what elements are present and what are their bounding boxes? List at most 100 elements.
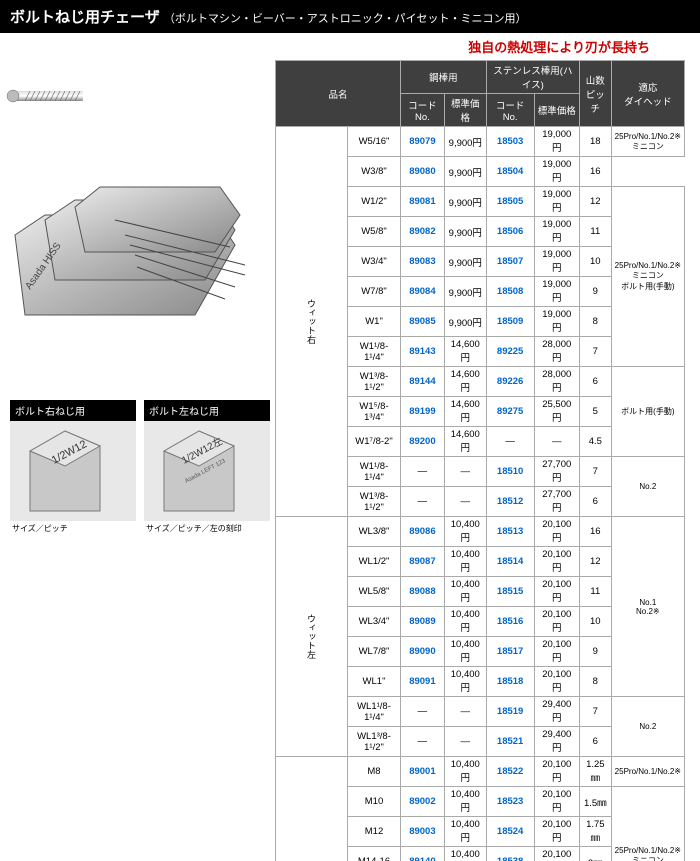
subheading: 独自の熱処理により刃が長持ち bbox=[0, 33, 660, 60]
diehead-cell: 25Pro/No.1/No.2※ ミニコン ボルト用(手動) bbox=[611, 787, 684, 861]
pitch-cell: 7 bbox=[579, 697, 611, 727]
price1-cell: 14,600円 bbox=[444, 367, 486, 397]
pitch-cell: 1.5㎜ bbox=[579, 787, 611, 817]
price1-cell: — bbox=[444, 727, 486, 757]
code2-cell: 18538 bbox=[486, 847, 534, 861]
name-cell: WL1/2" bbox=[348, 547, 401, 577]
th-steel: 鋼棒用 bbox=[401, 61, 487, 94]
name-cell: M10 bbox=[348, 787, 401, 817]
code1-cell: 89083 bbox=[401, 247, 445, 277]
price2-cell: 28,000円 bbox=[534, 337, 579, 367]
name-cell: M12 bbox=[348, 817, 401, 847]
header-title: ボルトねじ用チェーザ bbox=[10, 9, 160, 26]
pitch-cell: 6 bbox=[579, 727, 611, 757]
diehead-cell: ボルト用(手動) bbox=[611, 367, 684, 457]
name-cell: WL5/8" bbox=[348, 577, 401, 607]
price2-cell: 19,000円 bbox=[534, 307, 579, 337]
price2-cell: 29,400円 bbox=[534, 727, 579, 757]
pitch-cell: 9 bbox=[579, 277, 611, 307]
price1-cell: 10,400円 bbox=[444, 607, 486, 637]
pitch-cell: 11 bbox=[579, 217, 611, 247]
pitch-cell: 12 bbox=[579, 547, 611, 577]
pitch-cell: 4.5 bbox=[579, 427, 611, 457]
card-right-cap: ボルト右ねじ用 bbox=[10, 400, 136, 421]
price2-cell: 25,500円 bbox=[534, 397, 579, 427]
bottom-card-right: ボルト右ねじ用 1/2W12 サイズ／ピッチ bbox=[10, 400, 136, 536]
price2-cell: 19,000円 bbox=[534, 217, 579, 247]
code1-cell: 89003 bbox=[401, 817, 445, 847]
price2-cell: 20,100円 bbox=[534, 817, 579, 847]
price2-cell: 28,000円 bbox=[534, 367, 579, 397]
screw-image bbox=[5, 65, 85, 125]
code2-cell: 18509 bbox=[486, 307, 534, 337]
price2-cell: 19,000円 bbox=[534, 277, 579, 307]
code2-cell: 18518 bbox=[486, 667, 534, 697]
code2-cell: 18505 bbox=[486, 187, 534, 217]
table-row: ウィット左WL3/8"8908610,400円1851320,100円16No.… bbox=[276, 517, 685, 547]
price2-cell: 20,100円 bbox=[534, 517, 579, 547]
price2-cell: 20,100円 bbox=[534, 757, 579, 787]
code1-cell: — bbox=[401, 457, 445, 487]
card-right-img: 1/2W12 bbox=[10, 421, 136, 521]
price2-cell: 19,000円 bbox=[534, 187, 579, 217]
category-cell: ウィット右 bbox=[276, 127, 348, 517]
price1-cell: 10,400円 bbox=[444, 847, 486, 861]
price1-cell: 10,400円 bbox=[444, 817, 486, 847]
card-right-lbl: サイズ／ピッチ bbox=[10, 521, 136, 536]
price1-cell: — bbox=[444, 697, 486, 727]
code1-cell: 89200 bbox=[401, 427, 445, 457]
code2-cell: 18510 bbox=[486, 457, 534, 487]
page-header: ボルトねじ用チェーザ （ボルトマシン・ビーバー・アストロニック・パイセット・ミニ… bbox=[0, 0, 700, 33]
name-cell: W1¹/8-1¹/4" bbox=[348, 457, 401, 487]
diehead-cell: No.2 bbox=[611, 697, 684, 757]
table-wrap: 品名 鋼棒用 ステンレス棒用(ハイス) 山数 ピッチ 適応 ダイヘッド コードN… bbox=[275, 60, 685, 861]
price2-cell: 20,100円 bbox=[534, 637, 579, 667]
name-cell: W1¹/8-1¹/4" bbox=[348, 337, 401, 367]
price2-cell: 27,700円 bbox=[534, 457, 579, 487]
name-cell: W1⁵/8-1³/4" bbox=[348, 397, 401, 427]
pitch-cell: 10 bbox=[579, 607, 611, 637]
table-row: ウィット右W5/16"890799,900円1850319,000円1825Pr… bbox=[276, 127, 685, 157]
price2-cell: 27,700円 bbox=[534, 487, 579, 517]
pitch-cell: 10 bbox=[579, 247, 611, 277]
price1-cell: 14,600円 bbox=[444, 427, 486, 457]
code1-cell: — bbox=[401, 487, 445, 517]
code2-cell: 18521 bbox=[486, 727, 534, 757]
code1-cell: 89002 bbox=[401, 787, 445, 817]
price2-cell: 20,100円 bbox=[534, 547, 579, 577]
code2-cell: 18519 bbox=[486, 697, 534, 727]
category-cell: メートル右 bbox=[276, 757, 348, 861]
code1-cell: 89090 bbox=[401, 637, 445, 667]
pitch-cell: 1.75㎜ bbox=[579, 817, 611, 847]
bottom-images: ボルト右ねじ用 1/2W12 サイズ／ピッチ ボルト左ねじ用 1/2W12左As… bbox=[5, 400, 270, 536]
price1-cell: — bbox=[444, 457, 486, 487]
name-cell: W1" bbox=[348, 307, 401, 337]
name-cell: M14-16 bbox=[348, 847, 401, 861]
price2-cell: 19,000円 bbox=[534, 247, 579, 277]
name-cell: WL7/8" bbox=[348, 637, 401, 667]
th-code1: コードNo. bbox=[401, 94, 445, 127]
price1-cell: 9,900円 bbox=[444, 307, 486, 337]
price2-cell: 20,100円 bbox=[534, 787, 579, 817]
pitch-cell: 12 bbox=[579, 187, 611, 217]
code1-cell: 89084 bbox=[401, 277, 445, 307]
name-cell: W3/8" bbox=[348, 157, 401, 187]
pitch-cell: 7 bbox=[579, 457, 611, 487]
name-cell: WL1³/8-1¹/2" bbox=[348, 727, 401, 757]
price1-cell: 9,900円 bbox=[444, 277, 486, 307]
name-cell: WL1¹/8-1¹/4" bbox=[348, 697, 401, 727]
code2-cell: 18507 bbox=[486, 247, 534, 277]
pitch-cell: 8 bbox=[579, 667, 611, 697]
price1-cell: 10,400円 bbox=[444, 787, 486, 817]
code1-cell: 89088 bbox=[401, 577, 445, 607]
price1-cell: 10,400円 bbox=[444, 637, 486, 667]
code2-cell: 18513 bbox=[486, 517, 534, 547]
code2-cell: 18524 bbox=[486, 817, 534, 847]
th-name: 品名 bbox=[276, 61, 401, 127]
name-cell: W1⁷/8-2" bbox=[348, 427, 401, 457]
pitch-cell: 1.25㎜ bbox=[579, 757, 611, 787]
chaser-image: Asada HISS bbox=[5, 165, 265, 370]
table-row: メートル右M88900110,400円1852220,100円1.25㎜25Pr… bbox=[276, 757, 685, 787]
code2-cell: 18506 bbox=[486, 217, 534, 247]
code1-cell: 89001 bbox=[401, 757, 445, 787]
